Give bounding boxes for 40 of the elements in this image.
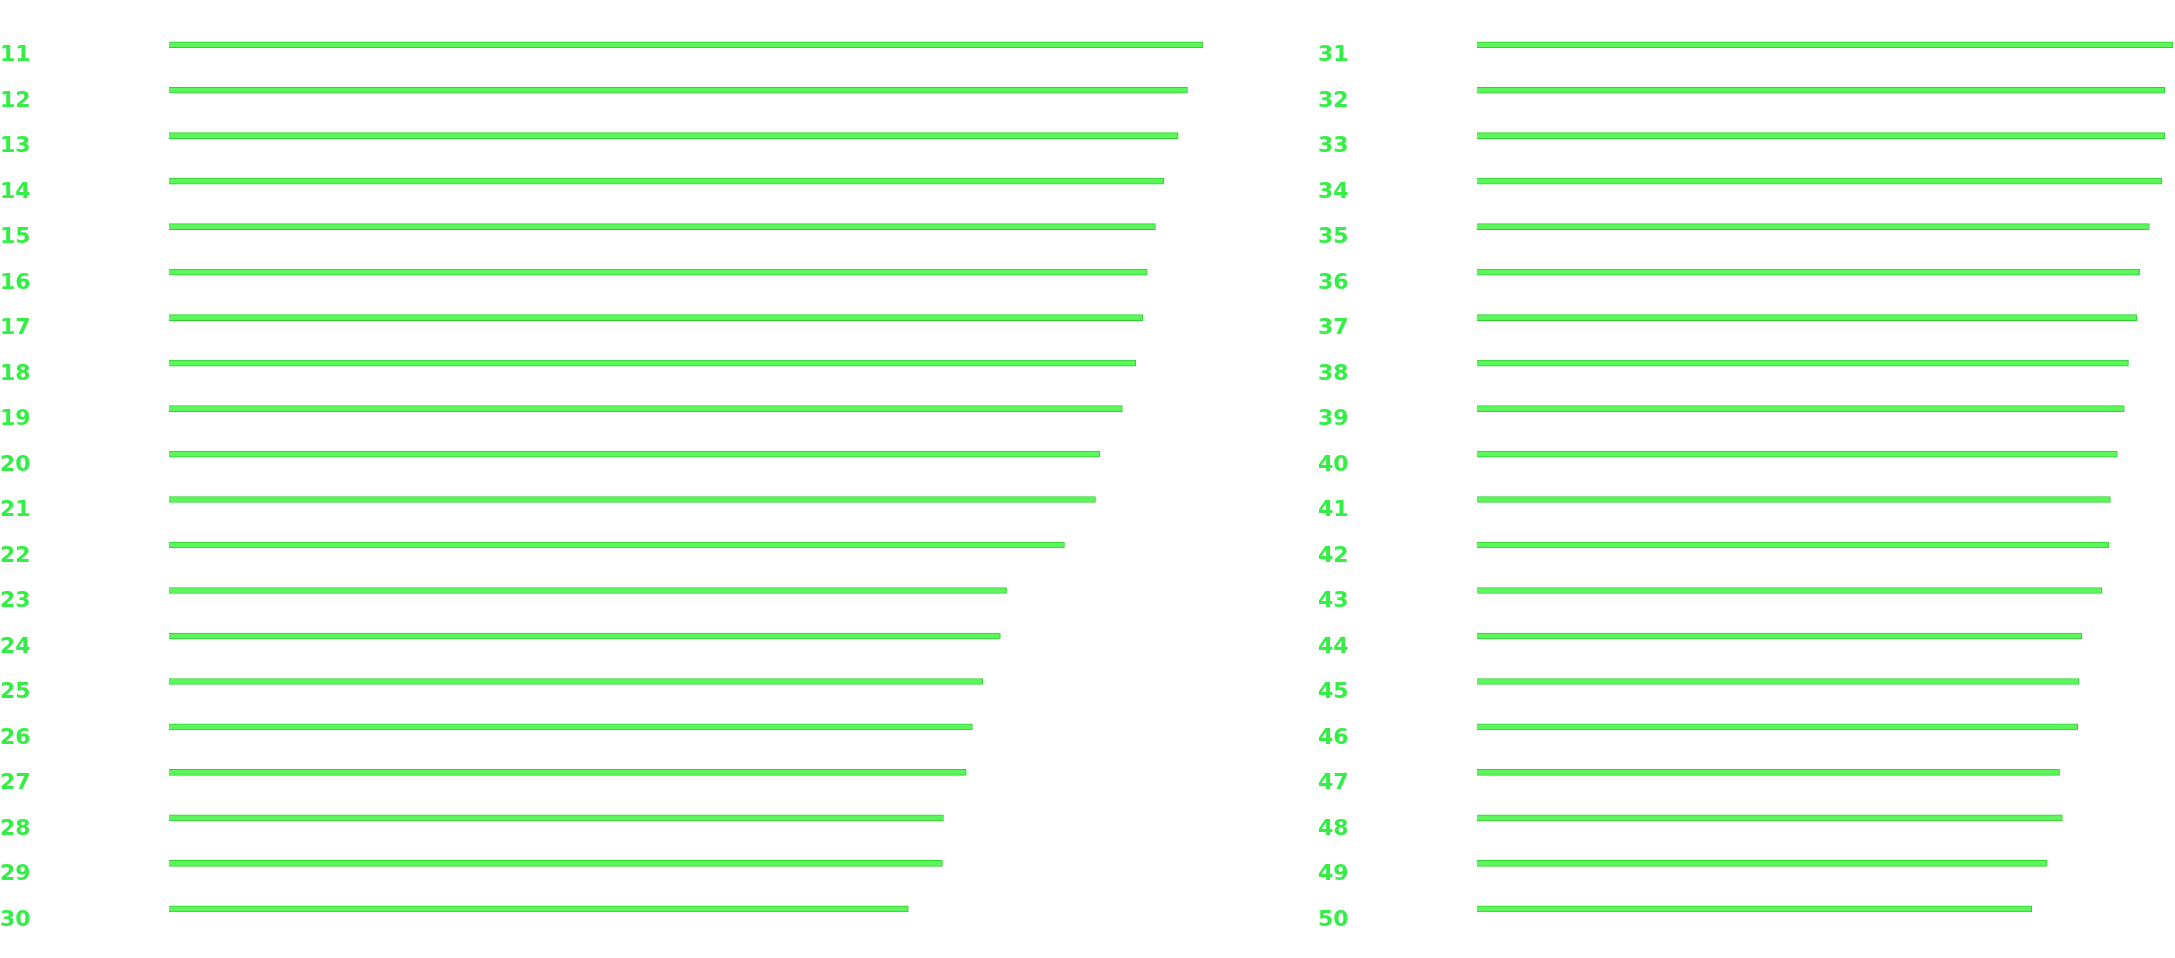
y-tick-label: 16 [0,268,31,294]
y-tick-label: 17 [0,314,31,340]
y-tick-label: 25 [0,678,31,704]
y-tick-label: 39 [1318,405,1349,431]
y-tick-label: 30 [0,905,31,931]
y-tick-label: 41 [1318,496,1349,522]
y-tick-label: 13 [0,132,31,158]
y-tick-label: 36 [1318,268,1349,294]
y-tick-label: 45 [1318,678,1349,704]
y-tick-label: 38 [1318,359,1349,385]
y-tick-label: 46 [1318,723,1349,749]
y-tick-label: 22 [0,541,31,567]
y-tick-label: 40 [1318,450,1349,476]
y-tick-label: 31 [1318,41,1349,67]
y-tick-label: 49 [1318,860,1349,886]
y-tick-label: 29 [0,860,31,886]
y-tick-label: 26 [0,723,31,749]
y-tick-label: 33 [1318,132,1349,158]
y-tick-label: 19 [0,405,31,431]
y-tick-label: 24 [0,632,31,658]
y-tick-label: 15 [0,223,31,249]
y-tick-label: 20 [0,450,31,476]
y-tick-label: 42 [1318,541,1349,567]
y-tick-label: 50 [1318,905,1349,931]
y-tick-label: 43 [1318,587,1349,613]
y-tick-label: 27 [0,769,31,795]
y-tick-label: 12 [0,86,31,112]
y-tick-label: 47 [1318,769,1349,795]
y-tick-label: 28 [0,814,31,840]
y-tick-label: 14 [0,177,31,203]
y-tick-label: 32 [1318,86,1349,112]
y-tick-label: 37 [1318,314,1349,340]
y-tick-label: 18 [0,359,31,385]
y-tick-label: 11 [0,41,31,67]
y-tick-label: 35 [1318,223,1349,249]
y-tick-label: 34 [1318,177,1349,203]
y-tick-label: 44 [1318,632,1349,658]
y-tick-label: 21 [0,496,31,522]
y-tick-label: 23 [0,587,31,613]
y-tick-label: 48 [1318,814,1349,840]
